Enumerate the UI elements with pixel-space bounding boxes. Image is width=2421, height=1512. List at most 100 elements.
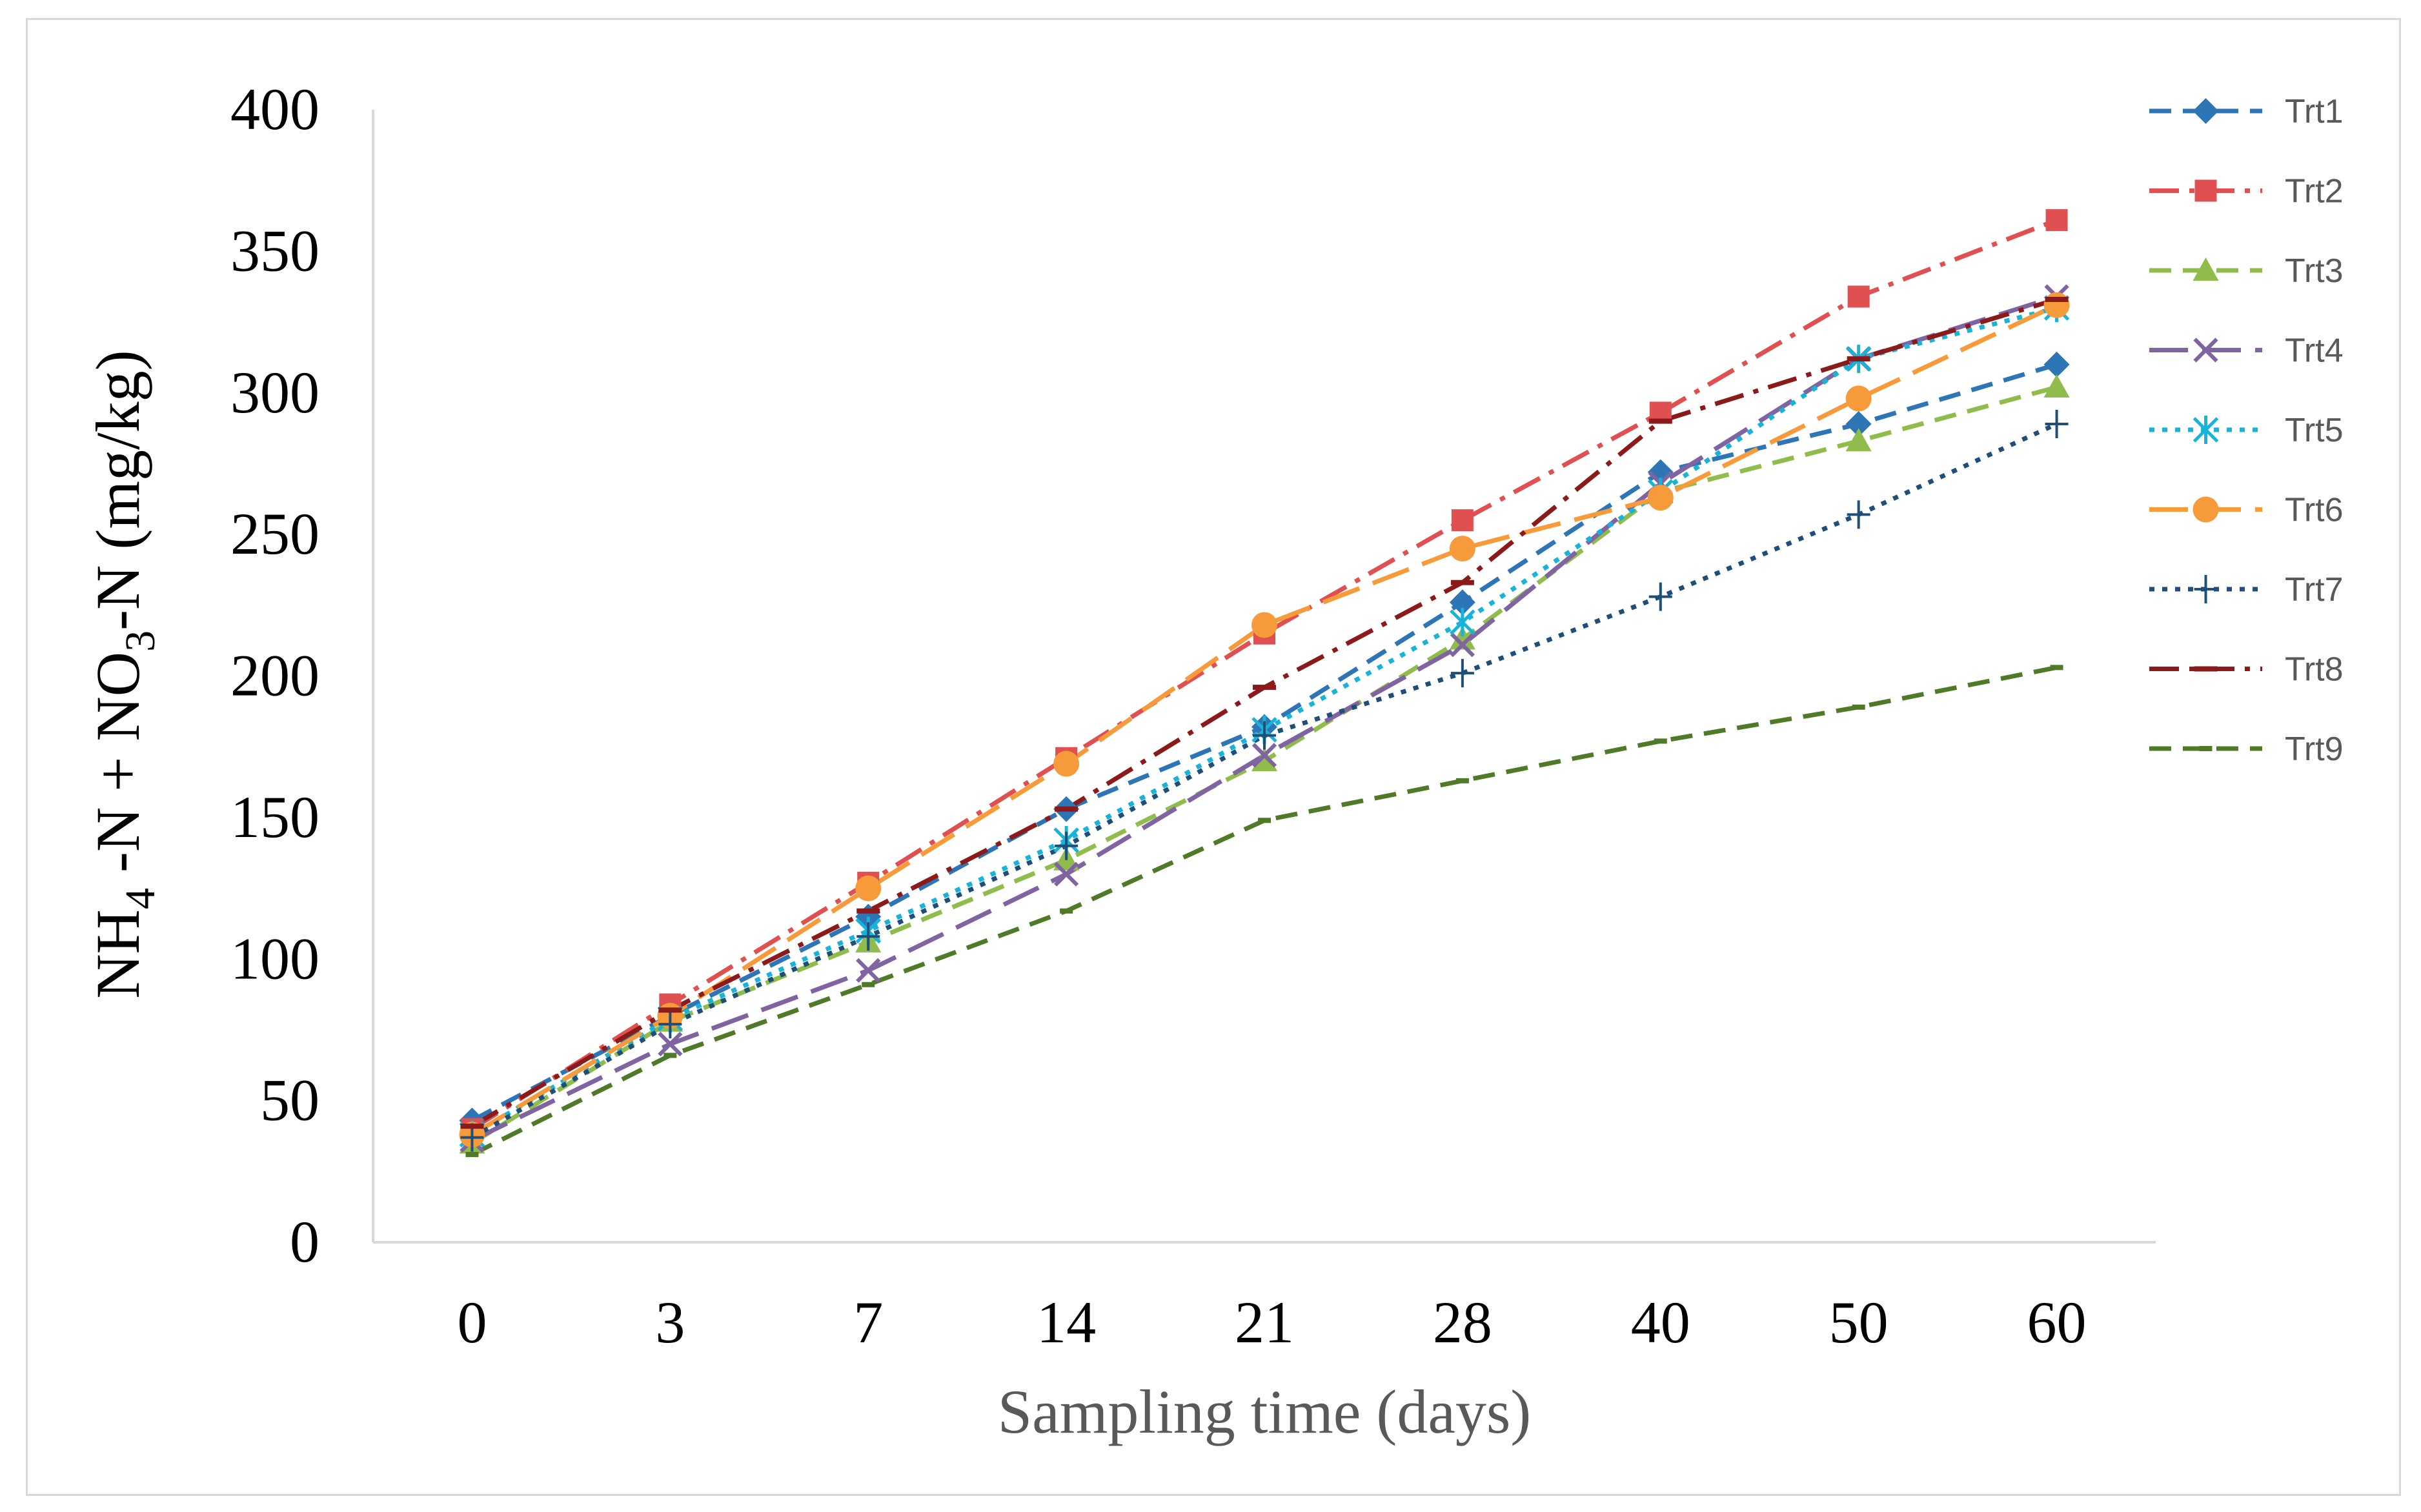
y-title-subscript: 4 xyxy=(117,888,164,909)
x-tick-label: 28 xyxy=(1433,1289,1492,1355)
data-point-trt7 xyxy=(1253,721,1276,750)
data-point-trt6 xyxy=(855,875,882,902)
data-point-trt9 xyxy=(1060,908,1073,914)
x-tick-label: 7 xyxy=(853,1289,883,1355)
x-axis-title: Sampling time (days) xyxy=(998,1377,1532,1446)
x-tick-label: 14 xyxy=(1037,1289,1096,1355)
legend-marker-trt7 xyxy=(2194,575,2218,603)
data-point-trt8 xyxy=(658,1007,682,1013)
chart-frame xyxy=(26,18,2401,1496)
data-point-trt2 xyxy=(2045,209,2068,232)
data-point-trt4 xyxy=(1450,632,1475,658)
legend-marker-trt5 xyxy=(2193,416,2219,444)
y-tick-label: 150 xyxy=(230,784,319,850)
x-tick-label: 3 xyxy=(655,1289,685,1355)
data-point-trt4 xyxy=(1251,743,1277,768)
legend-label-trt3: Trt3 xyxy=(2285,252,2344,290)
x-tick-label: 40 xyxy=(1631,1289,1690,1355)
legend-label-trt6: Trt6 xyxy=(2285,492,2344,529)
series-line-trt7 xyxy=(471,421,2058,1140)
data-point-trt3 xyxy=(2043,374,2070,398)
data-point-trt7 xyxy=(1055,831,1079,860)
y-tick-label: 0 xyxy=(290,1209,319,1275)
data-point-trt8 xyxy=(460,1124,484,1129)
data-point-trt9 xyxy=(2050,665,2063,670)
data-point-trt4 xyxy=(1053,862,1079,887)
data-point-trt9 xyxy=(1654,738,1667,744)
data-point-trt9 xyxy=(465,1151,479,1157)
legend-label-trt8: Trt8 xyxy=(2285,651,2344,689)
data-point-trt1 xyxy=(1845,411,1872,438)
legend-marker-trt4 xyxy=(2193,338,2218,363)
series-markers xyxy=(459,209,2070,1157)
data-point-trt9 xyxy=(663,1053,677,1058)
series-line-trt2 xyxy=(471,217,2058,1131)
data-point-trt2 xyxy=(1451,509,1474,532)
legend-label-trt2: Trt2 xyxy=(2285,173,2344,210)
data-point-trt2 xyxy=(1847,285,1870,308)
x-tick-label: 21 xyxy=(1235,1289,1294,1355)
y-tick-label: 50 xyxy=(260,1067,319,1133)
data-point-trt7 xyxy=(856,922,880,951)
data-point-trt9 xyxy=(862,982,875,987)
data-point-trt6 xyxy=(1053,751,1080,777)
data-point-trt8 xyxy=(1847,356,1870,362)
data-point-trt9 xyxy=(1852,704,1865,710)
legend-marker-trt2 xyxy=(2194,179,2217,202)
legend-marker-trt6 xyxy=(2193,496,2219,523)
data-point-trt6 xyxy=(1647,485,1674,511)
y-title-part: NH xyxy=(83,909,152,999)
legend-marker-trt8 xyxy=(2194,666,2218,672)
legend-label-trt5: Trt5 xyxy=(2285,412,2344,449)
data-point-trt1 xyxy=(2043,351,2070,378)
y-tick-label: 100 xyxy=(230,925,319,991)
data-point-trt8 xyxy=(2045,296,2069,302)
data-point-trt3 xyxy=(1845,428,1872,452)
data-point-trt4 xyxy=(856,958,881,983)
data-point-trt6 xyxy=(2043,292,2070,318)
data-point-trt7 xyxy=(1847,500,1870,529)
legend-marker-trt3 xyxy=(2193,257,2219,281)
data-point-trt7 xyxy=(658,1010,682,1039)
legend-label-trt1: Trt1 xyxy=(2285,93,2344,130)
y-tick-label: 250 xyxy=(230,501,319,567)
data-point-trt5 xyxy=(1450,608,1475,637)
x-tick-label: 0 xyxy=(457,1289,487,1355)
y-axis-title: NH4 -N + NO3-N (mg/kg) xyxy=(83,350,164,998)
legend-label-trt4: Trt4 xyxy=(2285,332,2344,370)
data-point-trt8 xyxy=(1648,418,1672,424)
data-point-trt8 xyxy=(1253,685,1276,690)
data-point-trt9 xyxy=(1455,778,1469,783)
y-title-part: -N + NO xyxy=(83,652,152,888)
legend-label-trt7: Trt7 xyxy=(2285,571,2344,609)
data-point-trt3 xyxy=(1251,748,1277,772)
data-point-trt3 xyxy=(1449,626,1475,650)
legend-marker-trt1 xyxy=(2193,98,2219,124)
x-tick-label: 60 xyxy=(2027,1289,2087,1355)
data-point-trt8 xyxy=(1450,580,1474,585)
data-point-trt4 xyxy=(658,1031,683,1057)
y-tick-label: 200 xyxy=(230,643,319,709)
data-point-trt9 xyxy=(1258,818,1271,823)
data-point-trt8 xyxy=(856,908,880,914)
legend-label-trt9: Trt9 xyxy=(2285,731,2344,768)
data-point-trt7 xyxy=(2045,410,2069,439)
data-point-trt6 xyxy=(1449,536,1475,562)
axes: 0 50 100 150 200 250 300 350 400 0 3 7 14 21 28 40 50 60 xyxy=(230,76,2156,1355)
data-point-trt7 xyxy=(1450,659,1474,688)
axis-labels: Sampling time (days) NH4 -N + NO3-N (mg/… xyxy=(83,350,1531,1446)
data-point-trt1 xyxy=(1449,589,1475,616)
x-tick-label: 50 xyxy=(1829,1289,1889,1355)
y-tick-label: 300 xyxy=(230,359,319,425)
data-point-trt8 xyxy=(1055,806,1079,812)
y-title-part: -N (mg/kg) xyxy=(83,350,152,630)
legend-marker-trt9 xyxy=(2199,746,2213,751)
data-point-trt7 xyxy=(1648,582,1672,611)
data-point-trt6 xyxy=(1251,612,1277,638)
y-tick-label: 400 xyxy=(230,76,319,142)
data-point-trt6 xyxy=(1845,385,1872,412)
legend: Trt1 Trt2 Trt3 Trt4 Trt5 Trt6 Trt7 Trt8 Trt9 xyxy=(2149,93,2344,768)
series-line-trt6 xyxy=(471,303,2058,1137)
y-tick-label: 350 xyxy=(230,217,319,283)
